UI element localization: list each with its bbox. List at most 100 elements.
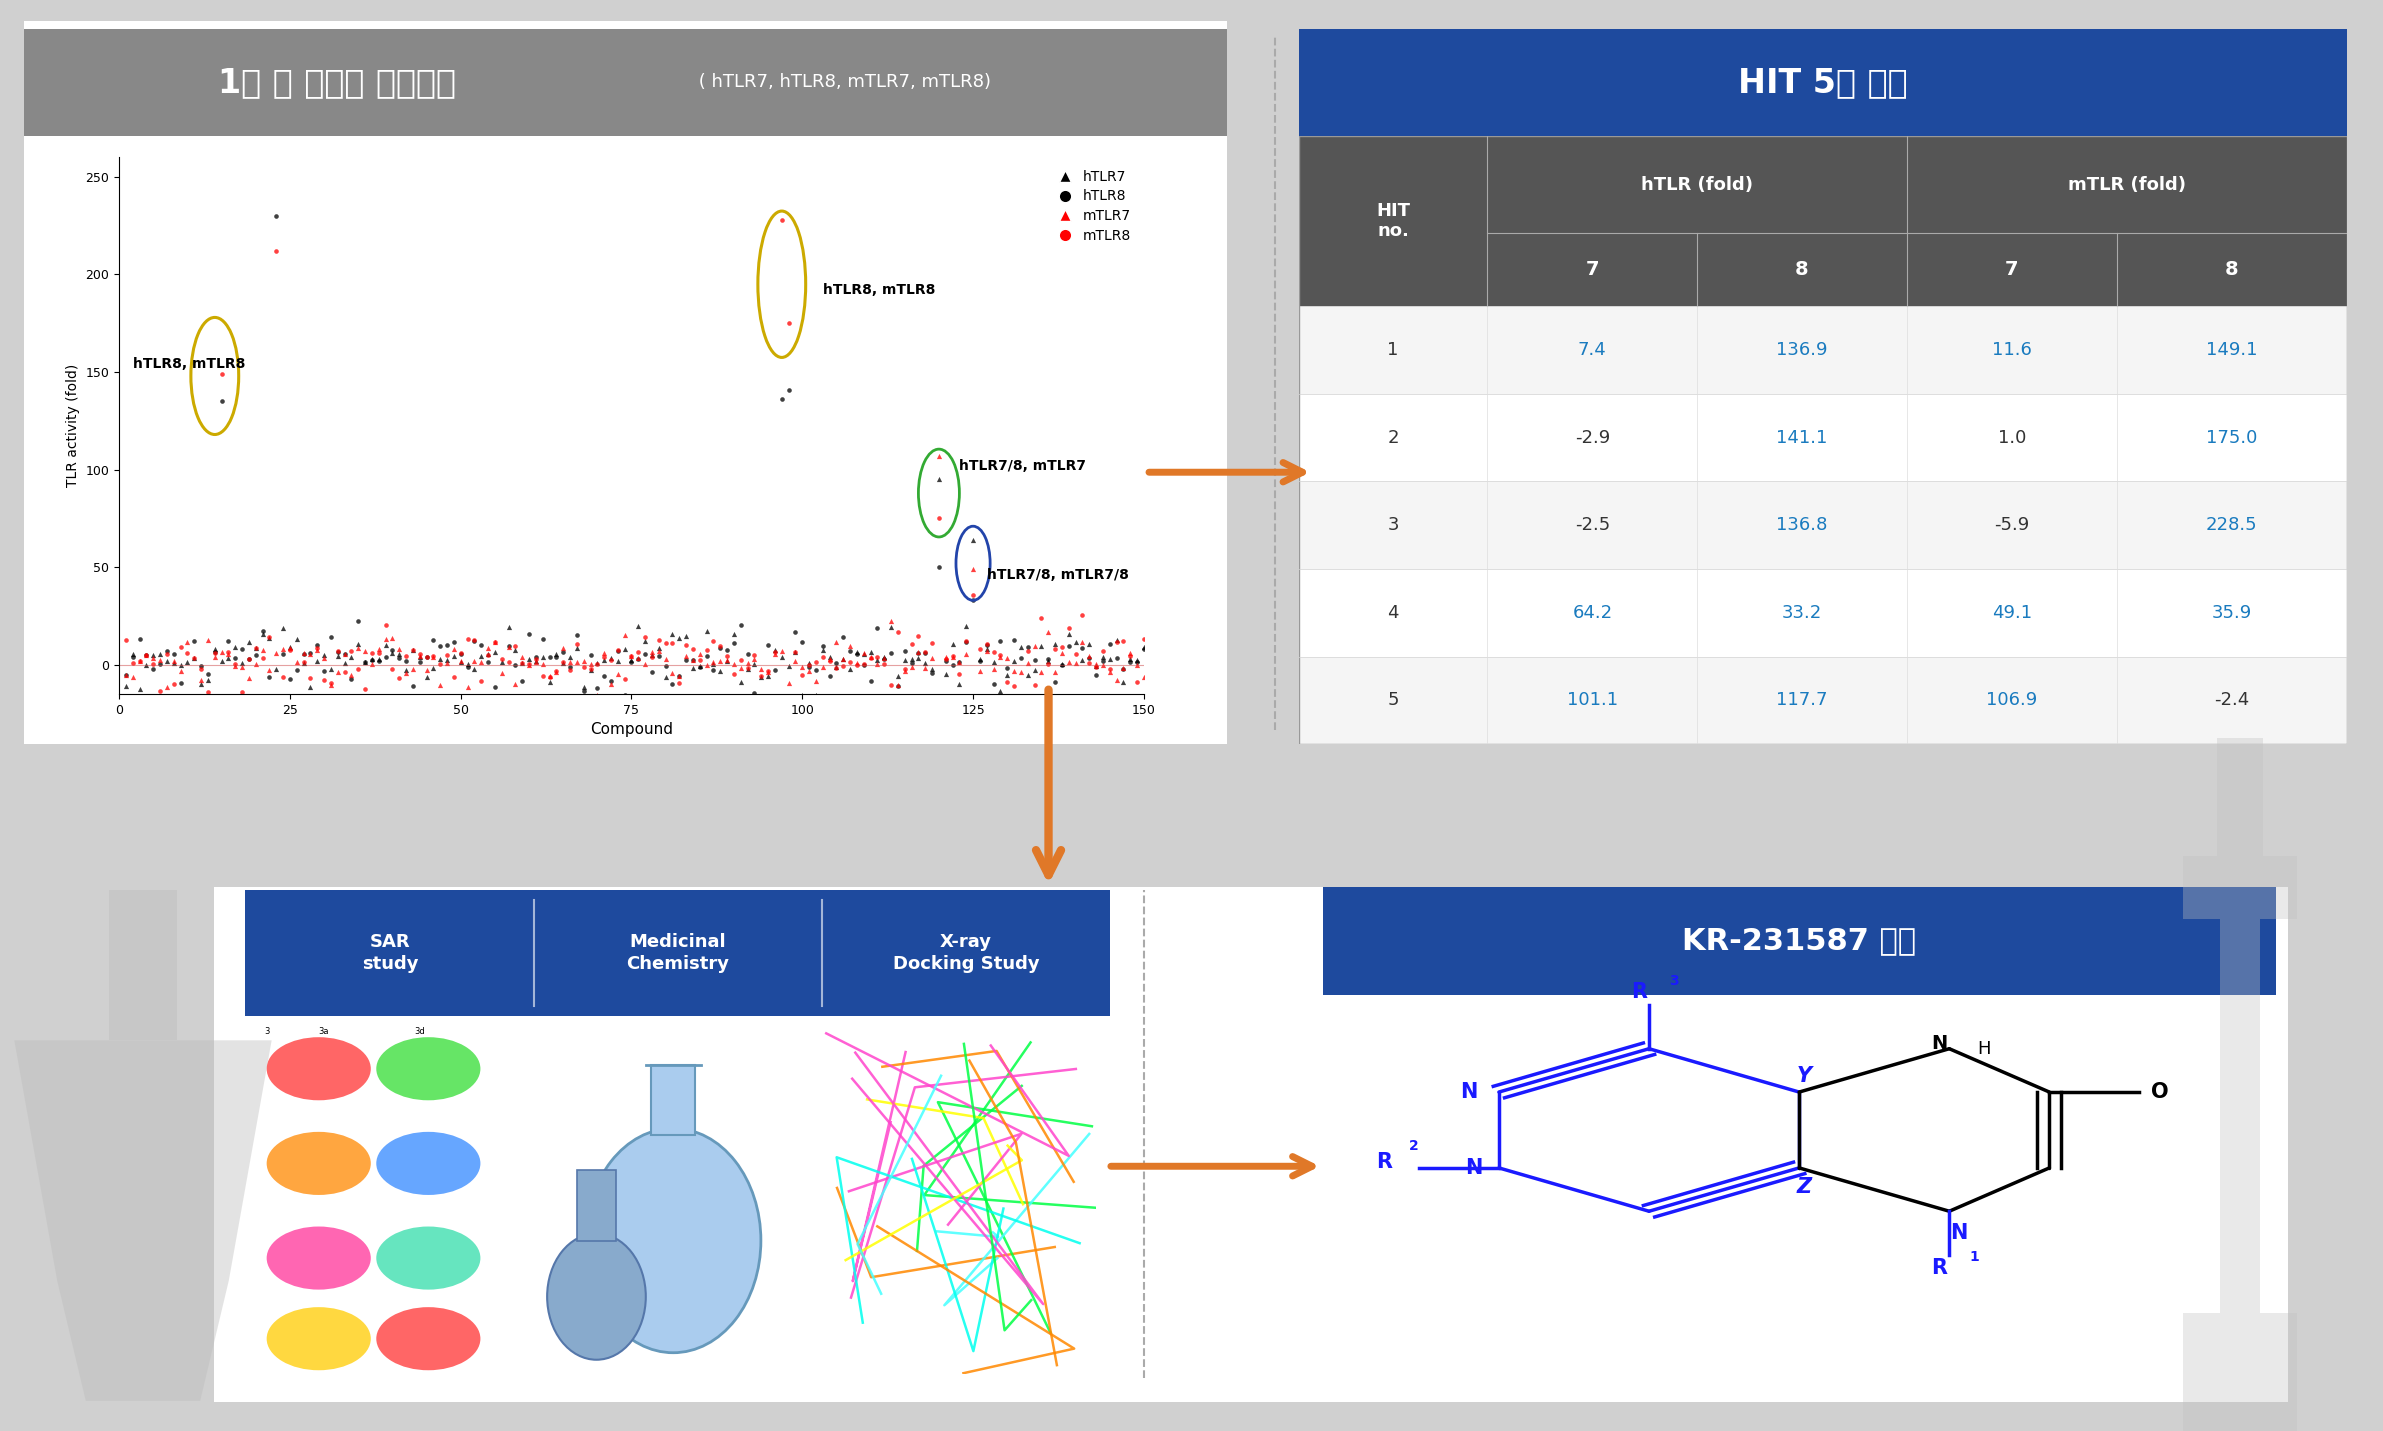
Point [489, 635, 527, 658]
Text: HIT 5종 확보: HIT 5종 확보 [1737, 66, 1909, 99]
Text: 4: 4 [1387, 604, 1399, 621]
Point [122, 677, 160, 700]
Point [531, 664, 570, 687]
Point [1022, 660, 1060, 683]
Point [346, 640, 384, 663]
Point [586, 645, 624, 668]
Point [558, 651, 596, 674]
Point [291, 643, 329, 665]
Ellipse shape [267, 1226, 372, 1289]
Point [298, 650, 336, 673]
Text: 228.5: 228.5 [2207, 517, 2257, 534]
Point [934, 633, 972, 655]
Point [1099, 628, 1137, 651]
Point [250, 625, 288, 648]
Point [879, 674, 917, 697]
Bar [2221, 920, 2259, 1314]
Point [448, 675, 486, 698]
Text: 136.9: 136.9 [1775, 341, 1828, 359]
Point [524, 653, 562, 675]
Point [1110, 641, 1149, 664]
Text: hTLR8, mTLR8: hTLR8, mTLR8 [822, 283, 934, 298]
Point [817, 653, 855, 675]
Point [796, 683, 834, 705]
Point [386, 650, 424, 673]
Point [586, 664, 624, 687]
Point [1070, 647, 1108, 670]
Point [996, 650, 1034, 673]
Point [284, 651, 322, 674]
Point [126, 644, 164, 667]
Point [326, 643, 365, 665]
Point [298, 638, 336, 661]
Point [1103, 630, 1141, 653]
Point [605, 668, 643, 691]
Point [674, 637, 713, 660]
Point [265, 617, 303, 640]
Point [1008, 640, 1046, 663]
Point [1077, 655, 1115, 678]
Point [543, 651, 581, 674]
Point [298, 637, 336, 660]
Text: 149.1: 149.1 [2207, 341, 2257, 359]
Point [265, 637, 303, 660]
Point [844, 654, 882, 677]
Point [360, 637, 398, 660]
Ellipse shape [267, 1132, 372, 1195]
Point [133, 658, 172, 681]
Point [195, 641, 234, 664]
Point [298, 634, 336, 657]
Point [1091, 647, 1130, 670]
Point [141, 643, 179, 665]
Point [469, 637, 508, 660]
Point [975, 673, 1013, 695]
Point [477, 675, 515, 698]
Point [763, 645, 801, 668]
Point [400, 643, 438, 665]
Point [791, 651, 829, 674]
Point [825, 647, 863, 670]
Point [155, 651, 193, 674]
Point [250, 658, 288, 681]
Point [367, 634, 405, 657]
Point [612, 645, 651, 668]
Point [126, 653, 164, 675]
Point [920, 445, 958, 468]
Text: -2.4: -2.4 [2214, 691, 2250, 710]
Point [496, 673, 534, 695]
Point [531, 645, 570, 668]
Point [462, 634, 500, 657]
Point [400, 645, 438, 668]
Point [763, 388, 801, 411]
Text: 11.6: 11.6 [1992, 341, 2033, 359]
Point [708, 648, 746, 671]
Point [415, 657, 453, 680]
Point [1008, 651, 1046, 674]
Point [894, 651, 932, 674]
Point [612, 645, 651, 668]
Point [689, 620, 727, 643]
Point [407, 658, 446, 681]
Point [429, 634, 467, 657]
Point [858, 617, 896, 640]
Point [1049, 617, 1087, 640]
Point [729, 643, 767, 665]
Point [729, 651, 767, 674]
Point [326, 651, 365, 674]
Point [331, 645, 369, 668]
Point [639, 628, 677, 651]
Point [558, 622, 596, 645]
Point [448, 628, 486, 651]
Point [755, 643, 794, 665]
Point [243, 647, 281, 670]
Point [851, 670, 889, 693]
Point [586, 648, 624, 671]
Point [353, 643, 391, 665]
Point [1049, 622, 1087, 645]
Point [975, 651, 1013, 674]
Point [591, 648, 629, 671]
Point [381, 638, 419, 661]
Point [660, 627, 698, 650]
Point [1056, 631, 1094, 654]
Point [572, 657, 610, 680]
